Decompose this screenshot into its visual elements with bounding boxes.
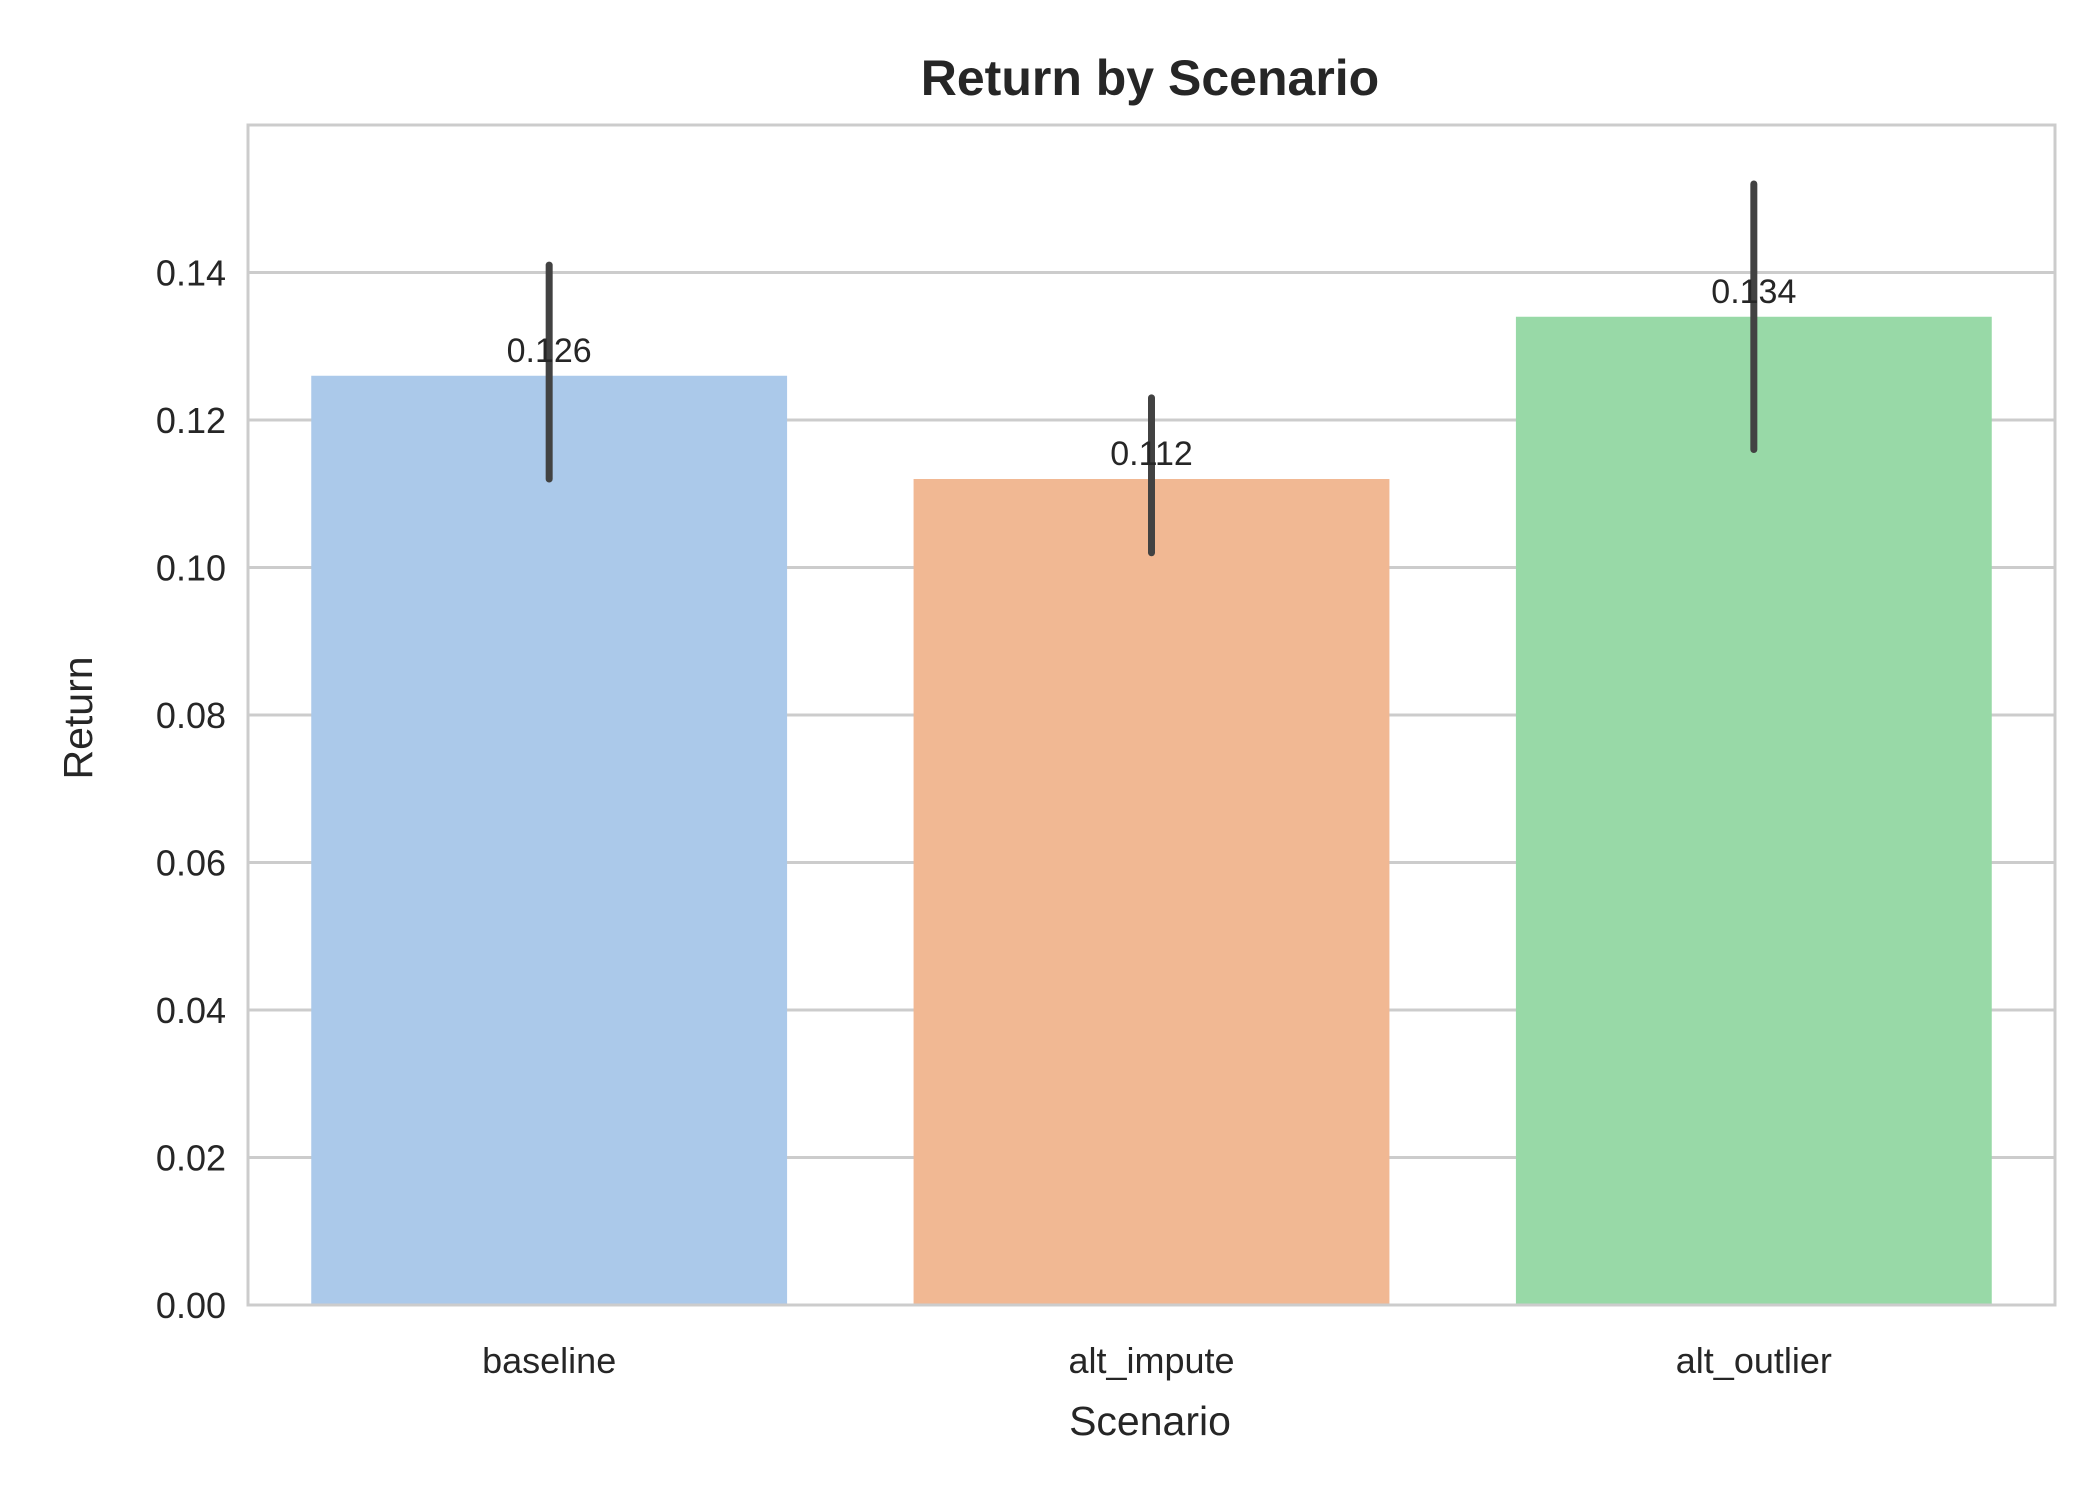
y-axis-label: Return <box>55 656 101 779</box>
y-tick-label: 0.00 <box>156 1285 226 1326</box>
y-tick-label: 0.06 <box>156 843 226 884</box>
data-labels: 0.126 0.112 0.134 <box>507 273 1797 473</box>
y-tick-label: 0.02 <box>156 1138 226 1179</box>
x-tick-label: alt_outlier <box>1676 1340 1832 1381</box>
bar-baseline <box>311 375 788 1305</box>
y-tick-label: 0.04 <box>156 990 226 1031</box>
bar-alt_impute <box>913 479 1390 1305</box>
y-axis-ticks: 0.00 0.02 0.04 0.06 0.08 0.10 0.12 0.14 <box>156 253 226 1327</box>
chart-title: Return by Scenario <box>921 50 1379 106</box>
x-tick-label: baseline <box>482 1340 616 1381</box>
bar-alt_outlier <box>1515 316 1992 1305</box>
x-axis-ticks: baseline alt_impute alt_outlier <box>482 1340 1832 1381</box>
y-tick-label: 0.08 <box>156 695 226 736</box>
x-tick-label: alt_impute <box>1068 1340 1234 1381</box>
plot-frame <box>246 123 2057 1307</box>
bars <box>311 316 1992 1305</box>
data-label-alt_impute: 0.112 <box>1110 435 1193 473</box>
y-tick-label: 0.12 <box>156 400 226 441</box>
data-label-baseline: 0.126 <box>507 332 592 370</box>
x-axis-label: Scenario <box>1069 1398 1231 1444</box>
y-tick-label: 0.10 <box>156 548 226 589</box>
y-tick-label: 0.14 <box>156 253 226 294</box>
error-bars <box>545 180 1758 557</box>
data-label-alt_outlier: 0.134 <box>1711 273 1796 311</box>
